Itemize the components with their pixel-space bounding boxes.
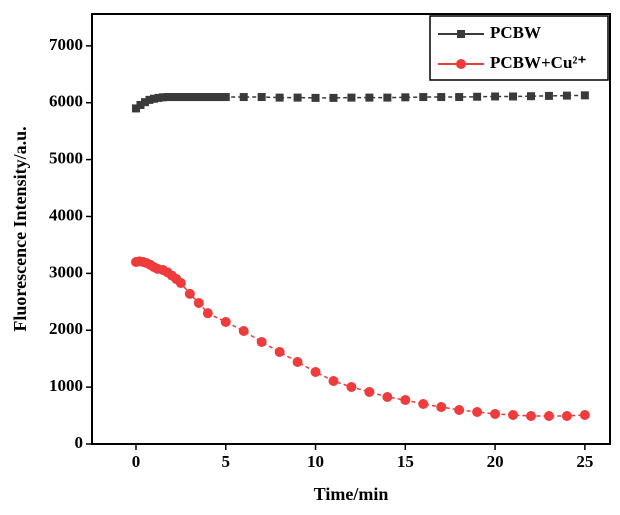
marker — [154, 93, 163, 102]
marker — [382, 392, 393, 403]
marker — [543, 411, 554, 422]
marker — [346, 382, 357, 393]
marker — [176, 93, 185, 102]
marker — [383, 93, 392, 102]
marker — [184, 288, 195, 299]
marker — [401, 93, 410, 102]
marker — [365, 93, 374, 102]
plot-frame — [91, 13, 611, 445]
marker — [310, 366, 321, 377]
marker — [131, 104, 140, 113]
marker — [202, 308, 213, 319]
y-axis-label: Fluorescence Intensity/a.u. — [10, 126, 30, 331]
legend-box — [429, 15, 609, 81]
marker — [437, 93, 446, 102]
marker — [256, 336, 267, 347]
marker — [257, 93, 266, 102]
marker — [185, 93, 194, 102]
marker — [163, 93, 172, 102]
marker — [158, 93, 167, 102]
marker — [364, 386, 375, 397]
legend-label: PCBW+Cu²⁺ — [490, 53, 587, 72]
marker — [220, 316, 231, 327]
marker — [454, 404, 465, 415]
marker — [145, 95, 154, 104]
x-tick-label: 15 — [397, 452, 414, 471]
marker — [544, 91, 553, 100]
marker — [561, 411, 572, 422]
marker — [238, 325, 249, 336]
marker — [175, 278, 186, 289]
marker — [274, 346, 285, 357]
marker — [293, 93, 302, 102]
marker — [328, 375, 339, 386]
marker — [525, 411, 536, 422]
marker — [167, 93, 176, 102]
x-axis-label: Time/min — [314, 484, 389, 504]
marker — [172, 93, 181, 102]
marker — [136, 101, 145, 110]
marker — [239, 93, 248, 102]
marker — [526, 92, 535, 101]
marker — [212, 93, 221, 102]
marker — [199, 93, 208, 102]
x-tick-label: 25 — [576, 452, 593, 471]
y-tick-label: 0 — [75, 433, 84, 452]
x-tick-label: 20 — [487, 452, 504, 471]
marker — [193, 297, 204, 308]
marker — [275, 93, 284, 102]
marker — [473, 92, 482, 101]
marker — [292, 356, 303, 367]
marker — [217, 93, 226, 102]
marker — [418, 399, 429, 410]
marker — [472, 406, 483, 417]
marker — [140, 98, 149, 107]
series-line — [135, 260, 585, 417]
legend-label: PCBW — [490, 23, 541, 42]
marker — [491, 92, 500, 101]
x-tick-label: 10 — [307, 452, 324, 471]
marker — [456, 59, 466, 69]
y-tick-label: 3000 — [49, 262, 83, 281]
marker — [455, 93, 464, 102]
marker — [490, 408, 501, 419]
y-tick-label: 6000 — [49, 92, 83, 111]
marker — [190, 93, 199, 102]
y-tick-label: 7000 — [49, 35, 83, 54]
x-tick-label: 5 — [222, 452, 231, 471]
y-tick-label: 1000 — [49, 376, 83, 395]
marker — [194, 93, 203, 102]
marker — [457, 30, 465, 38]
marker — [580, 91, 589, 100]
marker — [149, 94, 158, 103]
marker — [579, 409, 590, 420]
x-tick-label: 0 — [132, 452, 141, 471]
marker — [562, 91, 571, 100]
marker — [509, 92, 518, 101]
marker — [311, 93, 320, 102]
marker — [419, 93, 428, 102]
y-tick-label: 2000 — [49, 319, 83, 338]
marker — [436, 402, 447, 413]
marker — [181, 93, 190, 102]
marker — [203, 93, 212, 102]
y-tick-label: 5000 — [49, 149, 83, 168]
marker — [347, 93, 356, 102]
marker — [221, 93, 230, 102]
y-tick-label: 4000 — [49, 205, 83, 224]
marker — [329, 93, 338, 102]
marker — [400, 394, 411, 405]
marker — [208, 93, 217, 102]
marker — [508, 409, 519, 420]
